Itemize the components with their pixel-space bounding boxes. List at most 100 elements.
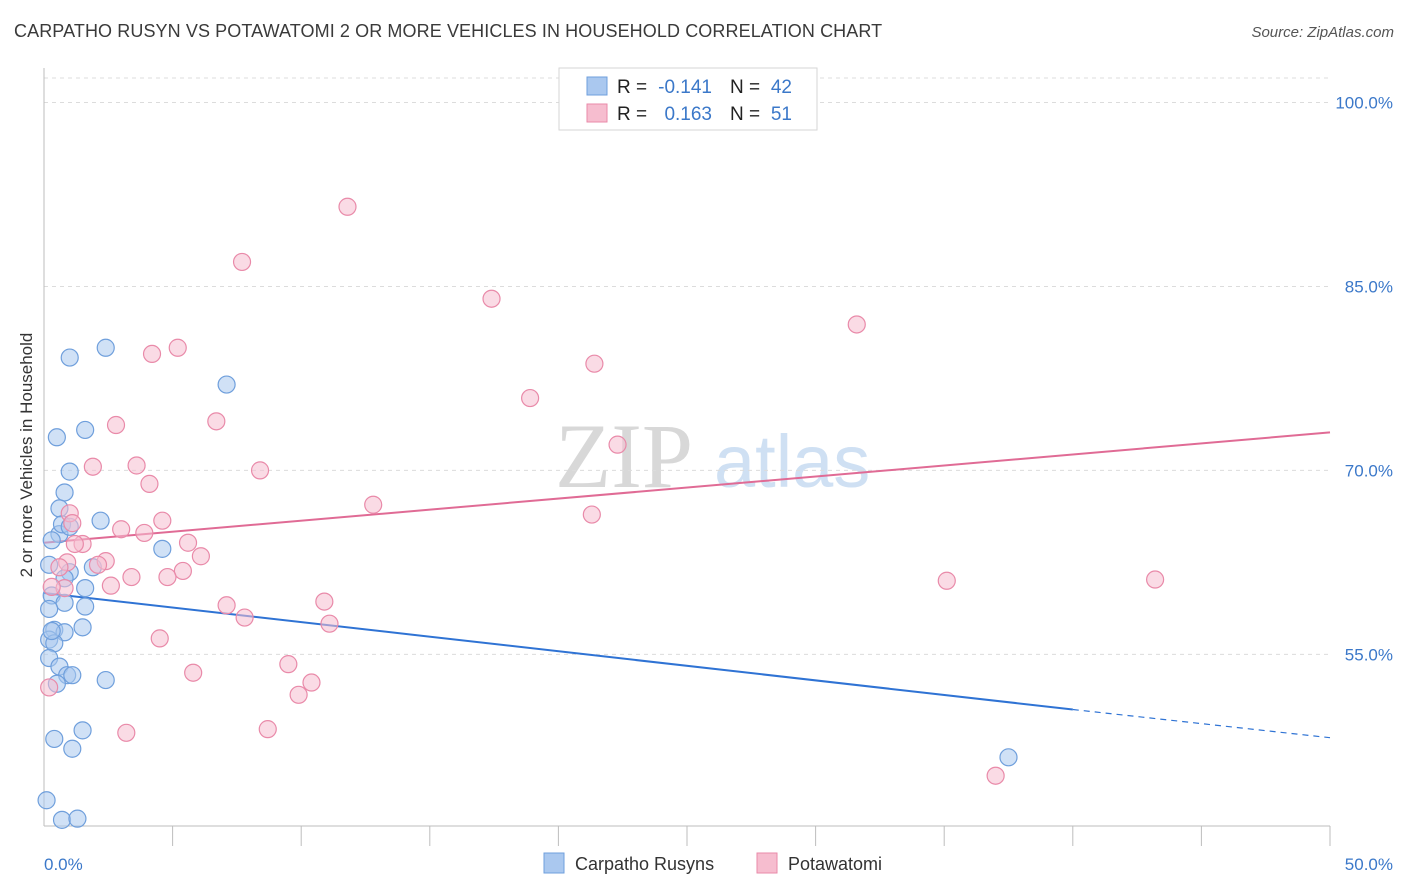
tick-labels: 100.0% 85.0% 70.0% 55.0% 0.0% 50.0%	[44, 94, 1393, 874]
trend-line-extension	[1072, 708, 1331, 739]
point-potawatomi	[122, 567, 141, 587]
chart-title: CARPATHO RUSYN VS POTAWATOMI 2 OR MORE V…	[14, 21, 883, 41]
legend-n-value: 51	[771, 104, 792, 125]
point-potawatomi	[106, 415, 126, 435]
legend-n-value: 42	[771, 77, 792, 98]
point-carpatho-rusyn	[42, 621, 61, 641]
point-carpatho-rusyn	[76, 579, 95, 598]
x-tick-label: 50.0%	[1345, 855, 1393, 874]
trend-line-potawatomi	[43, 431, 1331, 544]
point-carpatho-rusyn	[96, 338, 115, 357]
point-carpatho-rusyn	[42, 531, 61, 550]
point-potawatomi	[207, 412, 226, 431]
point-potawatomi	[101, 576, 120, 595]
point-potawatomi	[582, 505, 601, 524]
point-carpatho-rusyn	[96, 670, 115, 690]
legend-swatch-pink	[586, 103, 608, 123]
watermark: ZIP atlas	[555, 405, 870, 507]
legend-r-label: R =	[617, 77, 647, 98]
point-potawatomi	[153, 511, 172, 530]
trend-line-carpatho-rusyn	[43, 592, 1073, 711]
source-note: Source: ZipAtlas.com	[1251, 24, 1394, 41]
point-potawatomi	[83, 457, 102, 476]
point-potawatomi	[521, 388, 540, 408]
point-potawatomi	[302, 673, 321, 692]
point-potawatomi	[158, 567, 177, 587]
legend-r-value: 0.163	[664, 104, 712, 125]
point-potawatomi	[173, 561, 192, 581]
legend-item-potawatomi-swatch	[756, 852, 778, 874]
point-potawatomi	[40, 678, 59, 697]
point-potawatomi	[142, 344, 162, 364]
gridlines	[44, 77, 1330, 655]
point-potawatomi	[986, 766, 1005, 785]
watermark-zip: ZIP	[555, 405, 693, 507]
point-potawatomi	[482, 289, 501, 308]
legend-item-potawatomi-label: Potawatomi	[788, 854, 882, 874]
point-carpatho-rusyn	[60, 348, 79, 367]
trend-lines	[43, 431, 1331, 739]
point-carpatho-rusyn	[68, 809, 87, 828]
point-potawatomi	[1146, 570, 1165, 589]
point-carpatho-rusyn	[47, 428, 66, 447]
point-carpatho-rusyn	[60, 462, 79, 481]
point-potawatomi	[178, 533, 198, 552]
point-potawatomi	[88, 555, 108, 574]
series-legend: Carpatho Rusyns Potawatomi	[543, 852, 882, 874]
axes	[43, 68, 1331, 846]
point-potawatomi	[135, 523, 154, 543]
y-tick-label: 70.0%	[1345, 461, 1393, 480]
point-carpatho-rusyn	[91, 511, 110, 530]
point-potawatomi	[168, 338, 187, 357]
point-potawatomi	[258, 720, 277, 739]
point-potawatomi	[63, 514, 82, 533]
point-potawatomi	[364, 495, 383, 514]
point-potawatomi	[250, 461, 270, 480]
point-potawatomi	[117, 723, 136, 742]
legend-r-value: -0.141	[658, 77, 712, 98]
point-potawatomi	[338, 197, 357, 216]
point-carpatho-rusyn	[73, 618, 92, 637]
point-potawatomi	[184, 663, 203, 682]
data-points	[37, 197, 1165, 829]
y-tick-label: 100.0%	[1335, 94, 1393, 113]
point-potawatomi	[585, 354, 604, 373]
point-carpatho-rusyn	[63, 739, 82, 758]
point-carpatho-rusyn	[217, 375, 236, 394]
point-carpatho-rusyn	[37, 791, 56, 810]
point-carpatho-rusyn	[63, 666, 82, 685]
x-tick-label: 0.0%	[44, 855, 83, 874]
point-carpatho-rusyn	[76, 420, 95, 440]
point-potawatomi	[217, 596, 236, 615]
legend-n-label: N =	[730, 77, 760, 98]
point-potawatomi	[315, 592, 334, 611]
point-potawatomi	[289, 685, 308, 704]
point-potawatomi	[127, 456, 146, 475]
point-potawatomi	[320, 614, 339, 633]
point-potawatomi	[937, 571, 956, 590]
point-potawatomi	[232, 252, 252, 272]
point-carpatho-rusyn	[52, 810, 72, 829]
point-carpatho-rusyn	[153, 539, 172, 558]
point-potawatomi	[608, 435, 627, 454]
watermark-atlas: atlas	[714, 420, 870, 503]
point-carpatho-rusyn	[45, 729, 64, 749]
point-potawatomi	[112, 520, 131, 539]
stats-legend: R = -0.141 N = 42 R = 0.163 N = 51	[558, 67, 818, 131]
legend-item-carpatho-rusyns-swatch	[543, 852, 565, 874]
legend-item-carpatho-rusyns-label: Carpatho Rusyns	[575, 854, 714, 874]
point-potawatomi	[42, 577, 61, 596]
point-carpatho-rusyn	[40, 599, 59, 619]
point-potawatomi	[65, 534, 84, 554]
point-potawatomi	[847, 315, 866, 334]
point-potawatomi	[140, 474, 159, 493]
y-tick-label: 85.0%	[1345, 277, 1393, 296]
point-carpatho-rusyn	[73, 721, 92, 740]
point-potawatomi	[235, 608, 254, 627]
point-potawatomi	[50, 558, 69, 577]
point-carpatho-rusyn	[55, 483, 74, 502]
point-potawatomi	[150, 629, 169, 648]
legend-r-label: R =	[617, 104, 647, 125]
point-potawatomi	[191, 547, 210, 566]
